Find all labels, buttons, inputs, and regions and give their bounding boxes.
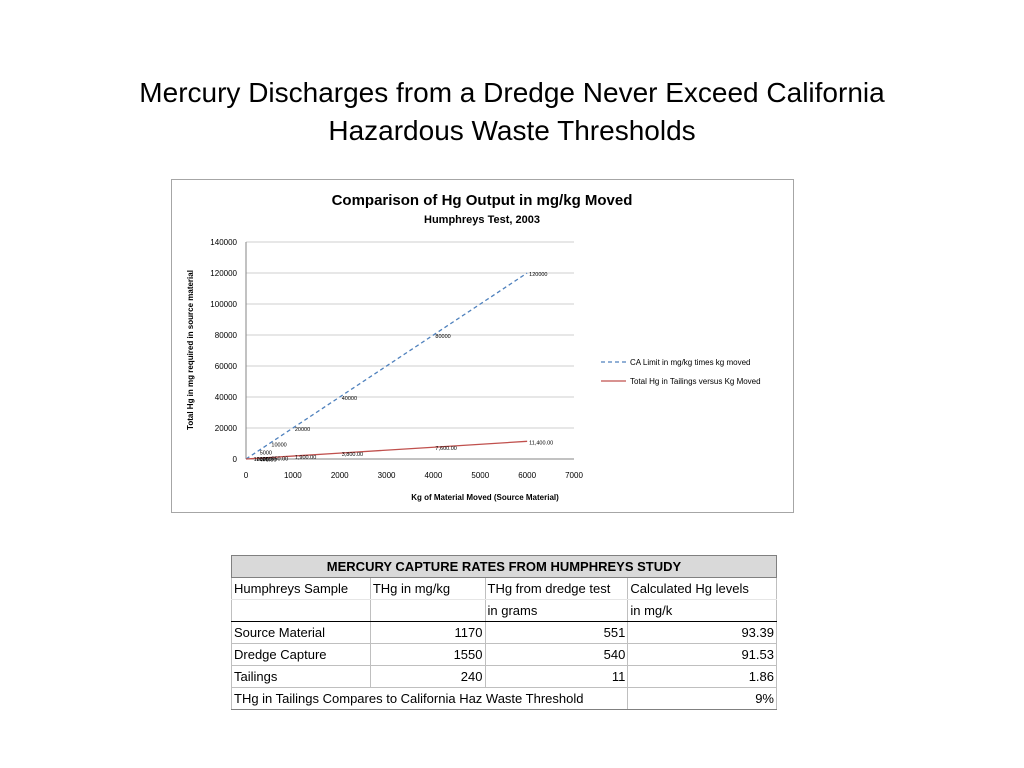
slide-title-line-2: Hazardous Waste Thresholds (328, 114, 696, 146)
data-label: 250 (263, 457, 272, 463)
series-line-1 (245, 272, 528, 460)
axes: 0 20000 40000 60000 80000 100000 120000 140000 0… (210, 238, 583, 480)
thg-grams: 540 (484, 643, 629, 666)
x-tick-label: 2000 (331, 471, 349, 480)
line-chart: Comparison of Hg Output in mg/kg Moved H… (186, 192, 761, 502)
y-axis-title: Total Hg in mg required in source materi… (186, 270, 195, 430)
data-label: 5000 (260, 450, 272, 456)
data-label: 7,600.00 (435, 446, 456, 452)
legend: CA Limit in mg/kg times kg moved Total Hg… (601, 358, 761, 386)
series (245, 272, 528, 460)
x-tick-label: 3000 (378, 471, 396, 480)
column-header-cont (369, 599, 486, 622)
x-tick-label: 0 (244, 471, 249, 480)
y-tick-label: 100000 (210, 300, 237, 309)
chart-title: Comparison of Hg Output in mg/kg Moved (332, 192, 633, 209)
legend-entry: Total Hg in Tailings versus Kg Moved (630, 377, 761, 386)
x-tick-label: 6000 (518, 471, 536, 480)
x-tick-label: 4000 (425, 471, 443, 480)
column-header-cont: in mg/k (627, 599, 777, 622)
thg-mg-kg: 240 (369, 665, 486, 688)
threshold-comparison-value: 9% (627, 687, 777, 710)
slide-title-line-1: Mercury Discharges from a Dredge Never E… (139, 76, 885, 108)
legend-entry: CA Limit in mg/kg times kg moved (630, 358, 750, 367)
thg-mg-kg: 1170 (369, 621, 486, 644)
data-label: 1000 (254, 457, 266, 463)
thg-grams: 551 (484, 621, 629, 644)
data-label: 475.00 (260, 457, 277, 463)
slide-title: Mercury Discharges from a Dredge Never E… (62, 74, 962, 150)
column-header-cont (231, 599, 371, 622)
gridlines (246, 241, 574, 429)
y-tick-label: 140000 (210, 238, 237, 247)
column-header: Humphreys Sample (231, 577, 371, 600)
table-row: Tailings 240 11 1.86 (231, 665, 777, 688)
thg-mg-kg: 1550 (369, 643, 486, 666)
data-label: 95 (266, 457, 272, 463)
column-header-cont: in grams (484, 599, 629, 622)
y-tick-label: 120000 (210, 269, 237, 278)
calculated-hg: 93.39 (627, 621, 777, 644)
column-header: THg from dredge test (484, 577, 629, 600)
x-axis-title: Kg of Material Moved (Source Material) (411, 493, 559, 502)
data-label: 20000 (295, 427, 310, 433)
threshold-comparison-label: THg in Tailings Compares to California H… (230, 687, 629, 710)
data-label: 11,400.00 (529, 440, 553, 446)
calculated-hg: 91.53 (627, 643, 777, 666)
y-tick-label: 0 (233, 455, 238, 464)
sample-name: Source Material (231, 621, 371, 644)
chart-container: Comparison of Hg Output in mg/kg Moved H… (171, 179, 794, 513)
column-header: THg in mg/kg (369, 577, 486, 600)
x-tick-label: 5000 (471, 471, 489, 480)
x-tick-label: 7000 (565, 471, 583, 480)
data-label: 3,800.00 (342, 452, 363, 458)
thg-grams: 11 (484, 665, 629, 688)
sample-name: Tailings (231, 665, 371, 688)
data-label: 950.00 (271, 457, 288, 463)
chart-subtitle: Humphreys Test, 2003 (424, 214, 540, 226)
column-header: Calculated Hg levels (627, 577, 777, 600)
mercury-capture-table: MERCURY CAPTURE RATES FROM HUMPHREYS STU… (230, 555, 777, 710)
table-title: MERCURY CAPTURE RATES FROM HUMPHREYS STU… (231, 555, 777, 578)
y-tick-label: 60000 (215, 362, 238, 371)
data-label: 40000 (342, 396, 357, 402)
sample-name: Dredge Capture (231, 643, 371, 666)
x-tick-label: 1000 (284, 471, 302, 480)
table-row: Dredge Capture 1550 540 91.53 (231, 643, 777, 666)
y-tick-label: 80000 (215, 331, 238, 340)
data-label: 80000 (435, 334, 450, 340)
table-row: Source Material 1170 551 93.39 (231, 621, 777, 644)
data-label: 1,900.00 (295, 455, 316, 461)
y-tick-label: 40000 (215, 393, 238, 402)
y-tick-label: 20000 (215, 424, 238, 433)
series-line-2 (245, 440, 528, 460)
data-label: 120000 (529, 272, 547, 278)
calculated-hg: 1.86 (627, 665, 777, 688)
data-label: 2000 (257, 457, 269, 463)
data-label: 10000 (271, 443, 286, 449)
